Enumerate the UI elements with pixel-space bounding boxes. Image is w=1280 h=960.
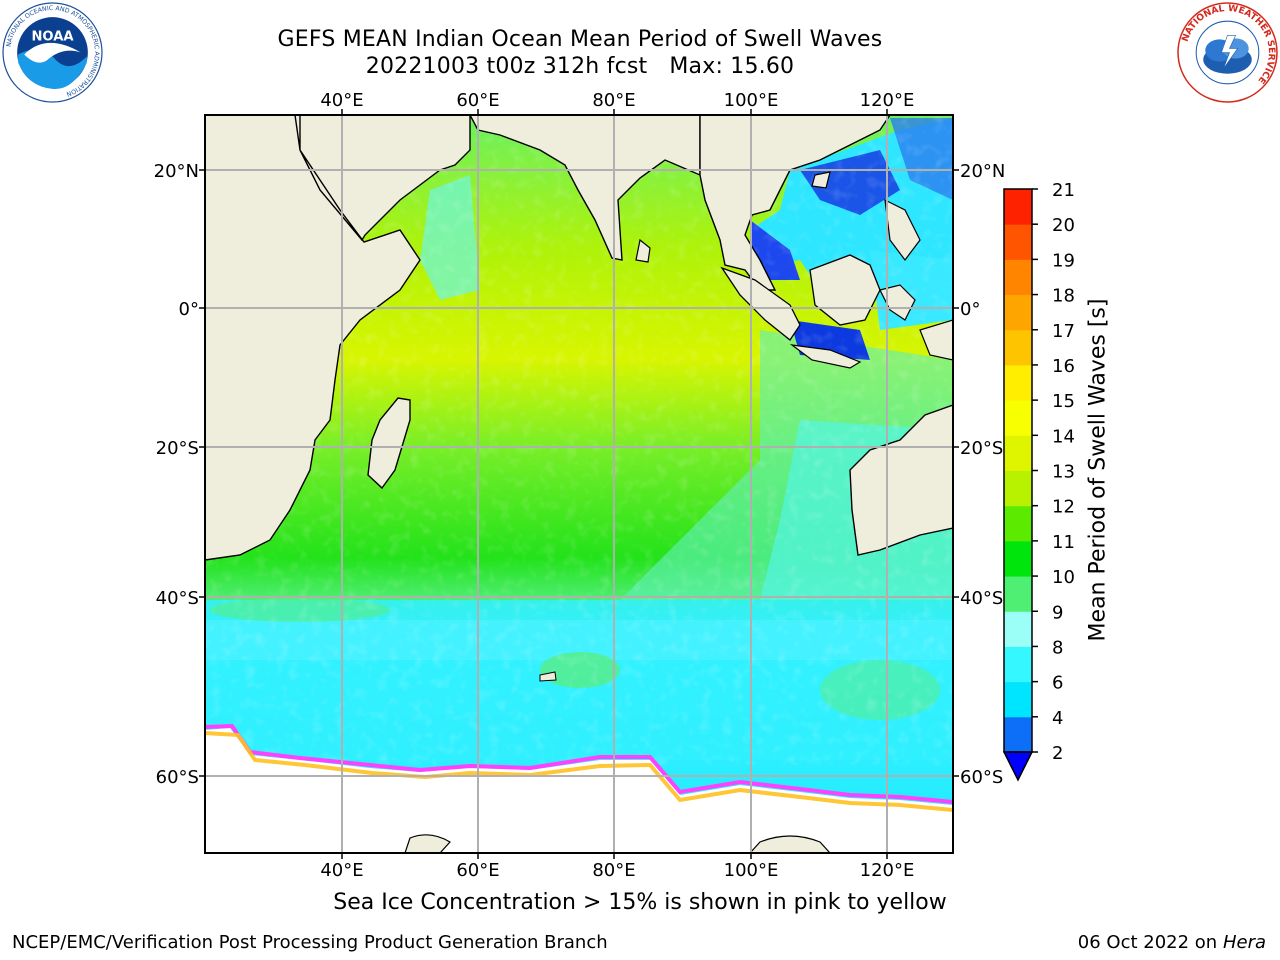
- colorbar-segment: [1004, 611, 1032, 647]
- footer-date: 06 Oct 2022 on Hera: [1078, 932, 1266, 953]
- southeast-asia: [699, 115, 891, 291]
- colorbar-segment: [1004, 505, 1032, 542]
- colorbar-segment: [1004, 576, 1032, 612]
- colorbar-segment: [1004, 470, 1032, 507]
- lat-label-right-20n: 20°N: [960, 161, 1005, 182]
- colorbar-label: Mean Period of Swell Waves [s]: [1085, 298, 1111, 642]
- lon-label-top-100e: 100°E: [724, 90, 779, 111]
- footer-host: Hera: [1222, 932, 1266, 953]
- nws-logo: NATIONAL WEATHER SERVICE: [1177, 2, 1278, 103]
- colorbar-tick-label: 20: [1052, 215, 1075, 236]
- colorbar-segment: [1004, 435, 1032, 471]
- colorbar-tick-label: 8: [1052, 637, 1063, 658]
- colorbar-segment: [1004, 646, 1032, 683]
- colorbar-segment: [1004, 681, 1032, 718]
- colorbar-tick-label: 11: [1052, 532, 1075, 553]
- colorbar-tick-label: 14: [1052, 426, 1075, 447]
- colorbar-segment: [1004, 329, 1032, 366]
- colorbar-segment: [1004, 364, 1032, 401]
- lat-label-left-40s: 40°S: [156, 588, 199, 609]
- lon-label-bottom-80e: 80°E: [592, 860, 635, 881]
- antarctica-ice: [205, 728, 953, 853]
- lon-label-bottom-60e: 60°E: [456, 860, 499, 881]
- sea-ice-edge: [205, 723, 953, 804]
- lat-label-right-40s: 40°S: [960, 588, 1003, 609]
- colorbar-tick-label: 9: [1052, 602, 1063, 623]
- colorbar-tick-label: 6: [1052, 673, 1063, 694]
- lon-label-bottom-40e: 40°E: [320, 860, 363, 881]
- run-info: 20221003 t00z 312h fcst: [365, 54, 648, 79]
- lat-label-left-60s: 60°S: [156, 767, 199, 788]
- lat-label-right-20s: 20°S: [960, 438, 1003, 459]
- colorbar-under-arrow: [1002, 751, 1034, 782]
- colorbar-segment: [1004, 540, 1032, 577]
- lat-label-left-20s: 20°S: [156, 438, 199, 459]
- sea-ice-note: Sea Ice Concentration > 15% is shown in …: [333, 890, 947, 915]
- graticule: [205, 115, 953, 853]
- lon-label-bottom-120e: 120°E: [860, 860, 915, 881]
- colorbar-tick-label: 16: [1052, 356, 1075, 377]
- africa-arabia-land: [205, 115, 471, 561]
- chart-subtitle: 20221003 t00z 312h fcst Max: 15.60: [180, 54, 980, 80]
- lat-label-left-0: 0°: [179, 299, 199, 320]
- colorbar-tick-label: 19: [1052, 250, 1075, 271]
- colorbar-segment: [1004, 259, 1032, 296]
- colorbar-tick-label: 12: [1052, 497, 1075, 518]
- colorbar-tick-label: 17: [1052, 321, 1075, 342]
- lon-label-top-40e: 40°E: [320, 90, 363, 111]
- footer-credit: NCEP/EMC/Verification Post Processing Pr…: [12, 932, 608, 953]
- colorbar-tick-label: 13: [1052, 462, 1075, 483]
- max-info: Max: 15.60: [669, 54, 795, 79]
- colorbar-segment: [1004, 189, 1032, 225]
- map-area: [205, 115, 953, 853]
- chart-title: GEFS MEAN Indian Ocean Mean Period of Sw…: [277, 27, 883, 52]
- noaa-logo: NATIONAL OCEANIC AND ATMOSPHERIC ADMINIS…: [2, 2, 103, 103]
- colorbar-segment: [1004, 294, 1032, 331]
- lon-label-bottom-100e: 100°E: [724, 860, 779, 881]
- colorbar-segment: [1004, 224, 1032, 260]
- colorbar: 2 4 6 8 9 10 11 12 13 14 15 16 17 18 19 20 21: [1002, 180, 1075, 782]
- lat-label-right-0: 0°: [960, 299, 980, 320]
- colorbar-segment: [1004, 400, 1032, 436]
- map-frame: [204, 114, 954, 854]
- lon-label-top-120e: 120°E: [860, 90, 915, 111]
- lon-label-top-60e: 60°E: [456, 90, 499, 111]
- noaa-logo-text: NOAA: [31, 29, 74, 44]
- colorbar-tick-label: 18: [1052, 286, 1075, 307]
- colorbar-tick-label: 21: [1052, 180, 1075, 201]
- colorbar-segment: [1004, 716, 1032, 753]
- colorbar-tick-label: 15: [1052, 391, 1075, 412]
- colorbar-tick-label: 2: [1052, 743, 1063, 764]
- colorbar-tick-label: 4: [1052, 708, 1063, 729]
- lon-label-top-80e: 80°E: [592, 90, 635, 111]
- lat-label-right-60s: 60°S: [960, 767, 1003, 788]
- lat-label-left-20n: 20°N: [154, 161, 199, 182]
- footer-date-text: 06 Oct 2022 on: [1077, 932, 1223, 953]
- madagascar: [367, 397, 411, 490]
- australia: [849, 404, 953, 556]
- colorbar-tick-label: 10: [1052, 567, 1075, 588]
